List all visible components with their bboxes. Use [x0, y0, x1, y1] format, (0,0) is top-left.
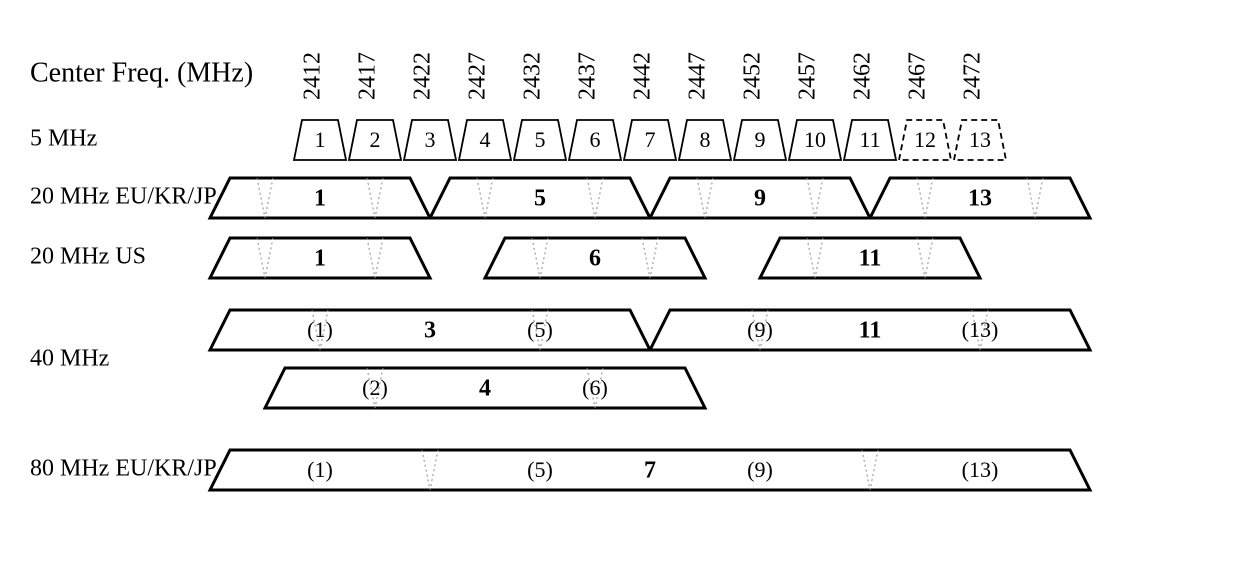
- ghost-notch: [697, 178, 713, 218]
- channel-sublabel: (13): [962, 317, 999, 342]
- channel-sublabel: (2): [362, 375, 388, 400]
- ghost-notch: [257, 238, 273, 278]
- channel-number: 2: [370, 127, 381, 152]
- channel-number: 3: [424, 318, 436, 344]
- channel-number: 11: [859, 318, 882, 344]
- row-label: 80 MHz EU/KR/JP: [30, 456, 217, 482]
- channel-number: 10: [804, 127, 826, 152]
- center-freq-label: 2412: [300, 52, 326, 100]
- center-freq-label: 2472: [960, 52, 986, 100]
- channel-number: 7: [644, 458, 656, 484]
- channel-number: 9: [754, 186, 766, 212]
- channel-number: 11: [859, 246, 882, 272]
- channel-number: 3: [425, 127, 436, 152]
- channel-diagram: Center Freq. (MHz)2412241724222427243224…: [0, 0, 1240, 577]
- channel-number: 6: [589, 246, 601, 272]
- row-label: 40 MHz: [30, 346, 109, 372]
- center-freq-label: 2442: [630, 52, 656, 100]
- ghost-notch: [642, 238, 658, 278]
- row-label: 20 MHz US: [30, 244, 146, 270]
- center-freq-label: 2422: [410, 52, 436, 100]
- channel-number: 4: [480, 127, 491, 152]
- channel-sublabel: (9): [747, 457, 773, 482]
- channel-number: 6: [590, 127, 601, 152]
- ghost-notch: [862, 450, 878, 490]
- channel-number: 5: [534, 186, 546, 212]
- channel-number: 1: [314, 186, 326, 212]
- row-label: 20 MHz EU/KR/JP: [30, 184, 217, 210]
- channel-sublabel: (1): [307, 457, 333, 482]
- channel-number: 8: [700, 127, 711, 152]
- channel-number: 1: [314, 246, 326, 272]
- center-freq-label: 2467: [905, 52, 931, 100]
- ghost-notch: [257, 178, 273, 218]
- ghost-notch: [807, 238, 823, 278]
- ghost-notch: [367, 238, 383, 278]
- center-freq-label: 2432: [520, 52, 546, 100]
- ghost-notch: [917, 178, 933, 218]
- channel-number: 5: [535, 127, 546, 152]
- ghost-notch: [532, 238, 548, 278]
- ghost-notch: [587, 178, 603, 218]
- ghost-notch: [422, 450, 438, 490]
- channel-number: 1: [315, 127, 326, 152]
- channel-sublabel: (13): [962, 457, 999, 482]
- channel-number: 7: [645, 127, 656, 152]
- center-freq-label: 2427: [465, 52, 491, 100]
- center-freq-label: 2447: [685, 52, 711, 100]
- ghost-notch: [1027, 178, 1043, 218]
- channel-number: 4: [479, 376, 491, 402]
- channel-sublabel: (1): [307, 317, 333, 342]
- center-freq-label: 2437: [575, 52, 601, 100]
- channel-number: 13: [968, 186, 992, 212]
- channel-sublabel: (9): [747, 317, 773, 342]
- ghost-notch: [367, 178, 383, 218]
- center-freq-label: 2457: [795, 52, 821, 100]
- channel-sublabel: (5): [527, 457, 553, 482]
- ghost-notch: [807, 178, 823, 218]
- center-freq-label: 2452: [740, 52, 766, 100]
- center-freq-label: 2417: [355, 52, 381, 100]
- channel-number: 13: [969, 127, 991, 152]
- row-label: 5 MHz: [30, 126, 97, 152]
- title-label: Center Freq. (MHz): [30, 57, 253, 88]
- channel-sublabel: (5): [527, 317, 553, 342]
- ghost-notch: [477, 178, 493, 218]
- channel-number: 12: [914, 127, 936, 152]
- channel-number: 11: [859, 127, 880, 152]
- channel-sublabel: (6): [582, 375, 608, 400]
- ghost-notch: [917, 238, 933, 278]
- center-freq-label: 2462: [850, 52, 876, 100]
- channel-number: 9: [755, 127, 766, 152]
